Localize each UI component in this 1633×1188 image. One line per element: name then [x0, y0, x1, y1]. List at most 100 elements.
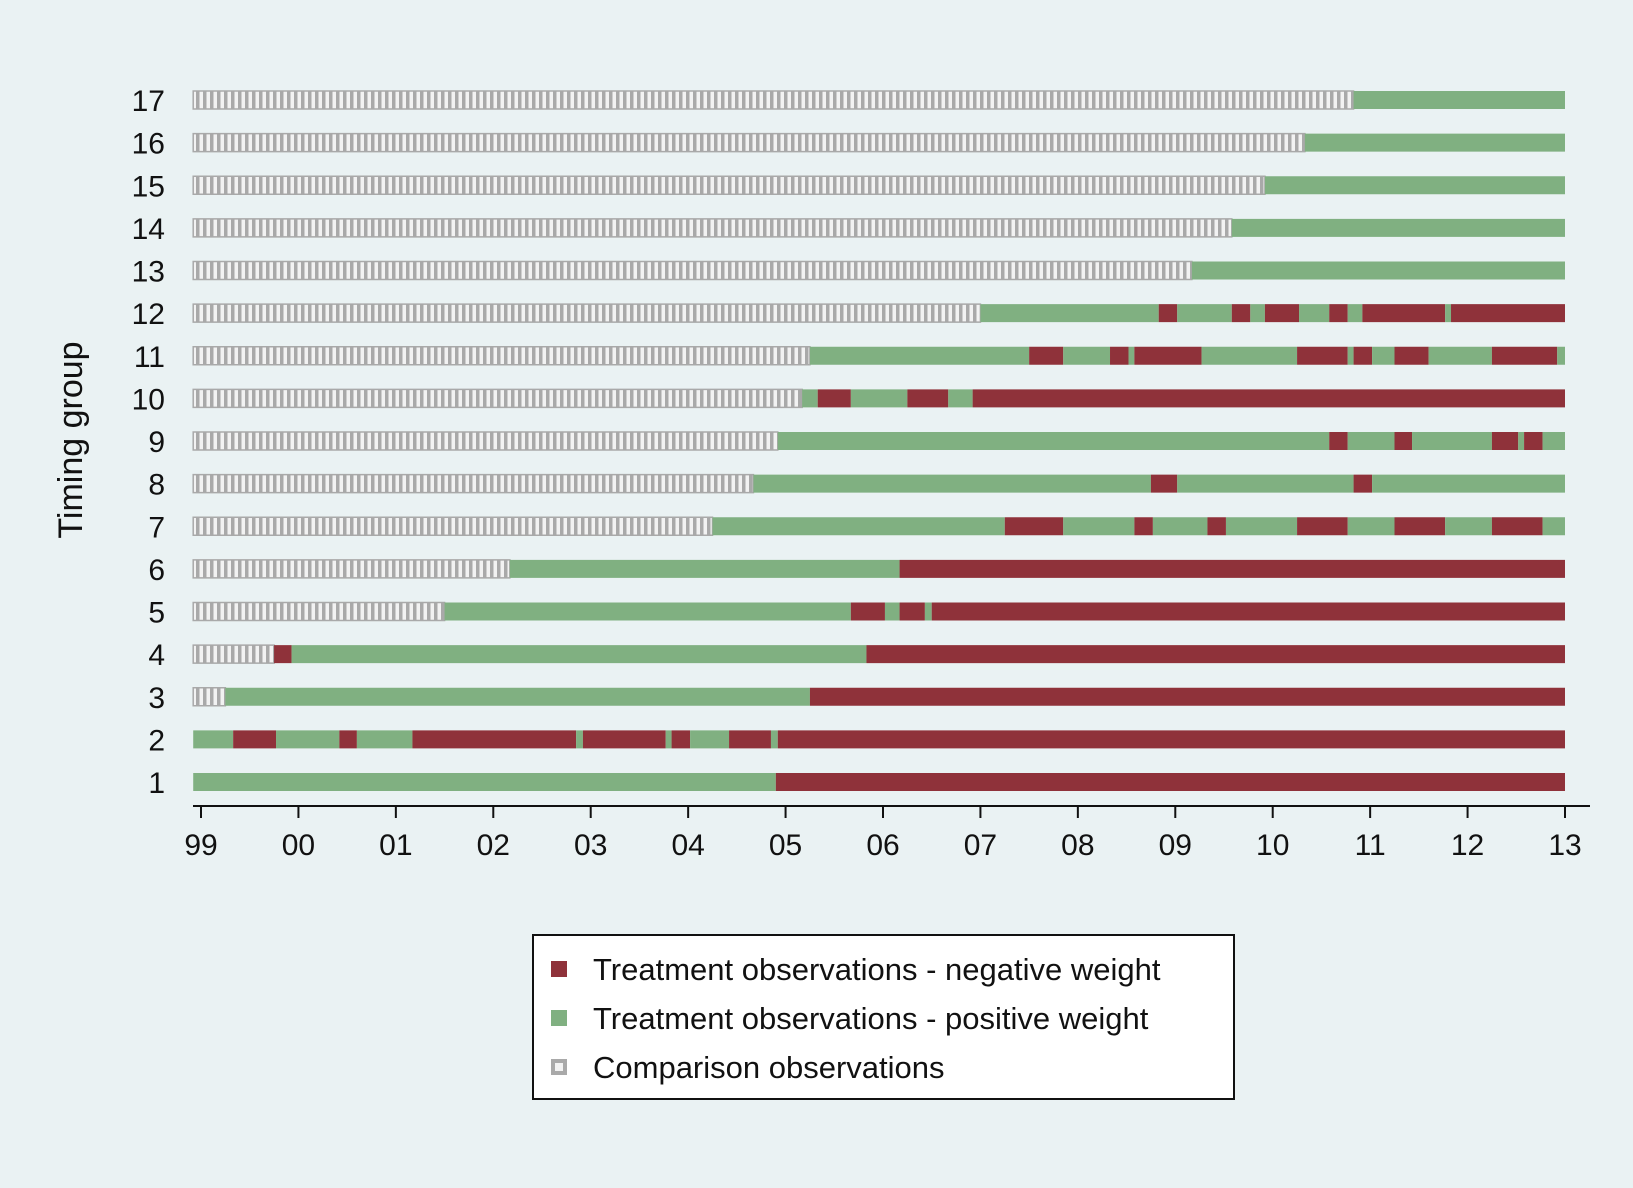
bar-segment-neg — [1491, 517, 1543, 536]
bar-segment-pos — [948, 389, 973, 408]
bar-segment-pos — [1347, 517, 1395, 536]
bar-segment-neg — [1329, 432, 1348, 450]
bar-segment-pos — [770, 730, 778, 749]
bar-segment-cmp — [192, 303, 982, 323]
bar-segment-neg — [582, 730, 666, 749]
bar-segment-pos — [225, 687, 810, 706]
y-tick-label: 12 — [132, 298, 165, 331]
bar-segment-pos — [1542, 432, 1565, 450]
bar-segment-neg — [809, 687, 1565, 706]
bar-segment-neg — [1029, 346, 1064, 365]
plot-area — [192, 90, 1565, 791]
bar-segment-cmp — [192, 473, 755, 494]
timing-group-row-1 — [193, 773, 1565, 791]
timing-group-row-17 — [192, 90, 1565, 110]
bar-segment-pos — [1225, 517, 1298, 536]
timing-group-row-15 — [192, 175, 1565, 195]
bar-segment-pos — [1557, 346, 1565, 365]
x-tick-label: 10 — [1256, 829, 1289, 862]
y-tick-label: 4 — [148, 639, 165, 672]
bar-segment-pos — [291, 645, 867, 664]
timing-group-row-10 — [192, 388, 1565, 409]
bar-segment-neg — [1231, 304, 1251, 323]
bar-segment-cmp — [192, 260, 1193, 281]
bar-segment-pos — [924, 602, 932, 621]
bar-segment-pos — [1177, 304, 1232, 323]
x-tick-label: 04 — [671, 829, 704, 862]
bar-segment-pos — [1152, 517, 1208, 536]
bar-segment-pos — [1542, 517, 1565, 536]
bar-segment-pos — [576, 730, 583, 749]
timing-group-row-12 — [192, 303, 1565, 323]
bar-segment-neg — [1004, 517, 1064, 536]
bar-segment-pos — [712, 517, 1005, 536]
x-tick-label: 07 — [964, 829, 997, 862]
bar-segment-neg — [1158, 304, 1178, 323]
y-tick-label: 5 — [148, 597, 165, 630]
bar-segment-pos — [356, 730, 413, 749]
bar-segment-neg — [412, 730, 577, 749]
legend-swatch-cmp-inner — [555, 1063, 563, 1071]
timing-group-row-11 — [192, 346, 1565, 366]
x-tick-label: 02 — [477, 829, 510, 862]
bar-segment-pos — [980, 304, 1159, 323]
bar-segment-neg — [233, 730, 277, 749]
y-tick-label: 16 — [132, 128, 165, 161]
bar-segment-neg — [899, 602, 925, 621]
x-tick-label: 12 — [1451, 829, 1484, 862]
timing-group-row-8 — [192, 473, 1565, 494]
bar-segment-pos — [753, 474, 1151, 493]
x-tick-label: 99 — [184, 829, 217, 862]
bar-segment-neg — [1134, 346, 1202, 365]
bar-segment-pos — [1128, 346, 1135, 365]
bar-segment-pos — [1347, 432, 1395, 450]
timing-group-row-13 — [192, 260, 1565, 281]
bar-segment-pos — [1250, 304, 1265, 323]
bar-segment-pos — [777, 432, 1330, 450]
legend-label-pos: Treatment observations - positive weight — [593, 1001, 1149, 1036]
bar-segment-pos — [1201, 346, 1298, 365]
bar-segment-neg — [1491, 346, 1558, 365]
legend-swatch-neg — [551, 961, 567, 977]
bar-segment-pos — [1231, 218, 1565, 237]
bar-segment-pos — [1412, 432, 1492, 450]
bar-segment-neg — [850, 602, 885, 621]
bar-segment-neg — [1134, 517, 1153, 536]
y-tick-label: 1 — [148, 767, 165, 800]
bar-segment-pos — [1191, 261, 1565, 280]
bar-segment-neg — [274, 645, 292, 664]
bar-segment-neg — [1207, 517, 1226, 536]
legend: Treatment observations - negative weight… — [532, 934, 1235, 1100]
y-tick-label: 6 — [148, 554, 165, 587]
legend-box — [532, 934, 1235, 1100]
y-tick-label: 2 — [148, 724, 165, 757]
bar-segment-neg — [931, 602, 1565, 621]
y-tick-label: 3 — [148, 682, 165, 715]
bar-segment-pos — [1428, 346, 1492, 365]
bar-segment-neg — [1491, 432, 1519, 450]
bar-segment-pos — [690, 730, 730, 749]
y-tick-label: 10 — [132, 383, 165, 416]
bar-segment-neg — [1524, 432, 1543, 450]
bar-segment-cmp — [192, 431, 779, 451]
timing-group-row-4 — [192, 644, 1565, 664]
bar-segment-cmp — [192, 346, 811, 366]
x-axis: 99 00 01 02 03 04 05 06 07 08 09 10 11 12 13 — [184, 805, 1590, 862]
legend-label-neg: Treatment observations - negative weight — [593, 952, 1161, 987]
y-tick-label: 9 — [148, 426, 165, 459]
bar-segment-pos — [809, 346, 1030, 365]
bar-segment-pos — [1304, 133, 1565, 152]
bar-segment-neg — [1394, 346, 1429, 365]
bar-segment-pos — [1063, 517, 1135, 536]
bar-segment-cmp — [192, 687, 227, 707]
bar-segment-neg — [1451, 304, 1565, 323]
y-tick-label: 15 — [132, 170, 165, 203]
y-tick-label: 11 — [134, 341, 165, 374]
bar-segment-pos — [1372, 346, 1395, 365]
bar-segment-pos — [802, 389, 818, 408]
bar-segment-neg — [775, 773, 1565, 791]
bar-segment-pos — [1445, 517, 1492, 536]
x-tick-label: 11 — [1355, 829, 1386, 862]
y-tick-label: 7 — [148, 511, 165, 544]
bar-segment-neg — [1353, 474, 1373, 493]
